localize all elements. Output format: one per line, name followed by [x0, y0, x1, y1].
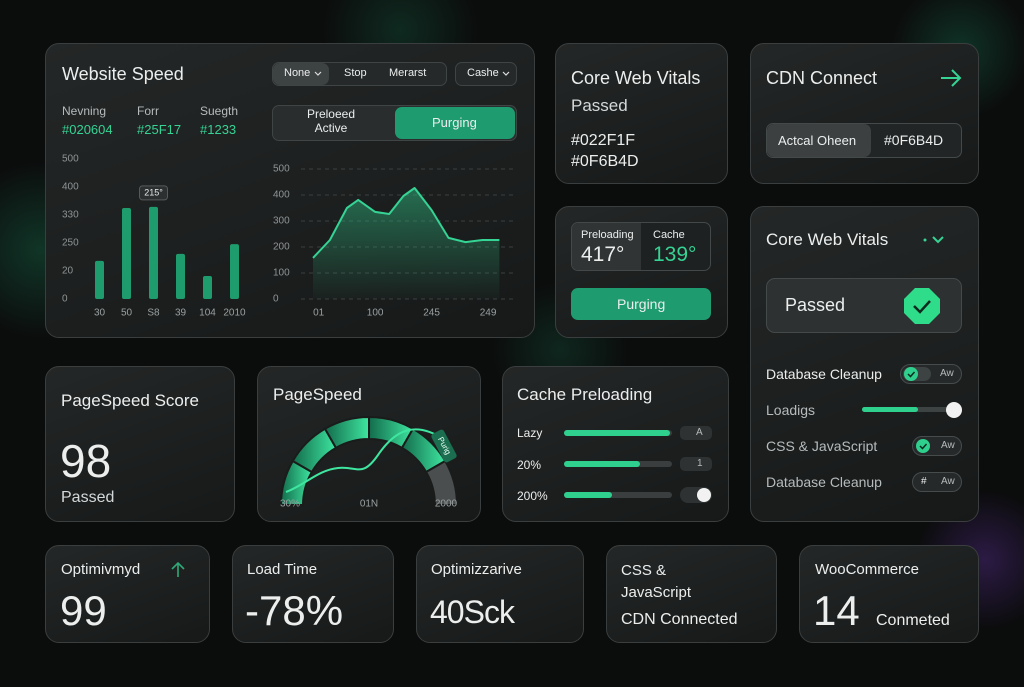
toggle-option[interactable]: Preloeed Active: [306, 107, 356, 135]
tab[interactable]: Merarst: [389, 67, 427, 79]
chip: [680, 426, 712, 440]
pagespeed-score-card: [45, 366, 235, 522]
metric-value: 417°: [581, 243, 625, 266]
card-title: Cache Preloading: [517, 385, 653, 404]
segment-label[interactable]: Actcal Oheen: [778, 133, 857, 148]
tab[interactable]: None: [284, 67, 311, 79]
segment[interactable]: [767, 124, 871, 157]
website-speed-card: [45, 43, 535, 338]
row-label: 20%: [517, 458, 542, 472]
control-icon: #: [921, 476, 927, 487]
tab-active[interactable]: [273, 63, 329, 85]
progress-fill: [564, 430, 670, 436]
status: Passed: [571, 96, 628, 115]
stat-value: #25F17: [137, 122, 182, 137]
slider-knob[interactable]: [946, 402, 962, 418]
stat-card: [606, 545, 777, 643]
setting-label: Database Cleanup: [766, 366, 882, 382]
stat-value: CDN Connected: [621, 611, 738, 628]
row-label: Lazy: [517, 426, 543, 440]
card-title: PageSpeed: [273, 385, 362, 404]
stat-value: -78%: [245, 587, 344, 634]
toggle-knob: [916, 439, 930, 453]
stat-value: 40Sck: [430, 594, 515, 630]
progress-track: [564, 492, 672, 498]
stat-value: #020604: [62, 122, 113, 137]
card-title: Core Web Vitals: [571, 68, 701, 88]
stat-card: [416, 545, 584, 643]
cdn-connect-card: [750, 43, 979, 184]
chip-label: A: [696, 427, 703, 438]
core-web-vitals-card: [555, 43, 728, 184]
score: 98: [60, 435, 112, 487]
control-label: Aw: [940, 368, 954, 379]
setting-label: Loadigs: [766, 402, 816, 418]
metric-label: Cache: [653, 229, 685, 241]
toggle-option[interactable]: Purging: [432, 115, 477, 130]
stat-card: [45, 545, 210, 643]
setting-label: CSS & JavaScript: [766, 438, 878, 454]
metric-value: 139°: [653, 243, 697, 266]
control-label: Aw: [941, 476, 955, 487]
stat-label: Forr: [137, 104, 159, 118]
stat-label: CSS & JavaScript: [621, 562, 692, 601]
stat-card: [799, 545, 979, 643]
stat-unit: Conmeted: [876, 612, 950, 629]
stat-value: 14: [813, 587, 860, 634]
card-title: PageSpeed Score: [61, 391, 199, 410]
stat-label: Load Time: [247, 561, 318, 578]
status: Passed: [785, 295, 846, 315]
stat-label: Nevning: [62, 104, 107, 118]
purge-button[interactable]: [571, 288, 711, 320]
code: #0F6B4D: [571, 153, 639, 170]
toggle-active[interactable]: [395, 107, 515, 139]
stat-label: Suegth: [200, 104, 239, 118]
setting-label: Database Cleanup: [766, 474, 882, 490]
code: #022F1F: [571, 132, 636, 149]
card-title: Core Web Vitals: [766, 230, 889, 249]
status: Passed: [61, 489, 115, 506]
progress-fill: [564, 461, 640, 467]
stat-card: [232, 545, 394, 643]
stat-label: Optimizzarive: [431, 561, 522, 578]
dropdown-label[interactable]: Cashe: [467, 67, 499, 79]
metric-label: Preloading: [581, 229, 634, 241]
stat-value: #1233: [200, 122, 237, 137]
row-label: 200%: [517, 489, 548, 503]
chip-label: 1: [697, 458, 703, 469]
toggle-knob: [904, 367, 918, 381]
segment-label[interactable]: #0F6B4D: [884, 132, 944, 148]
toggle-knob: [697, 488, 711, 502]
slider-fill: [862, 407, 918, 412]
card-title: CDN Connect: [766, 68, 878, 88]
metric-cell: [572, 223, 641, 270]
stat-label: Optimivmyd: [61, 561, 141, 578]
button-label[interactable]: Purging: [617, 296, 666, 312]
tab[interactable]: Stop: [344, 67, 367, 79]
progress-fill: [564, 492, 612, 498]
toggle[interactable]: [912, 472, 962, 492]
stat-label: WooCommerce: [815, 561, 919, 578]
chip: [680, 457, 712, 471]
stat-value: 99: [60, 587, 107, 634]
card-title: Website Speed: [62, 64, 184, 84]
control-label: Aw: [941, 440, 955, 451]
